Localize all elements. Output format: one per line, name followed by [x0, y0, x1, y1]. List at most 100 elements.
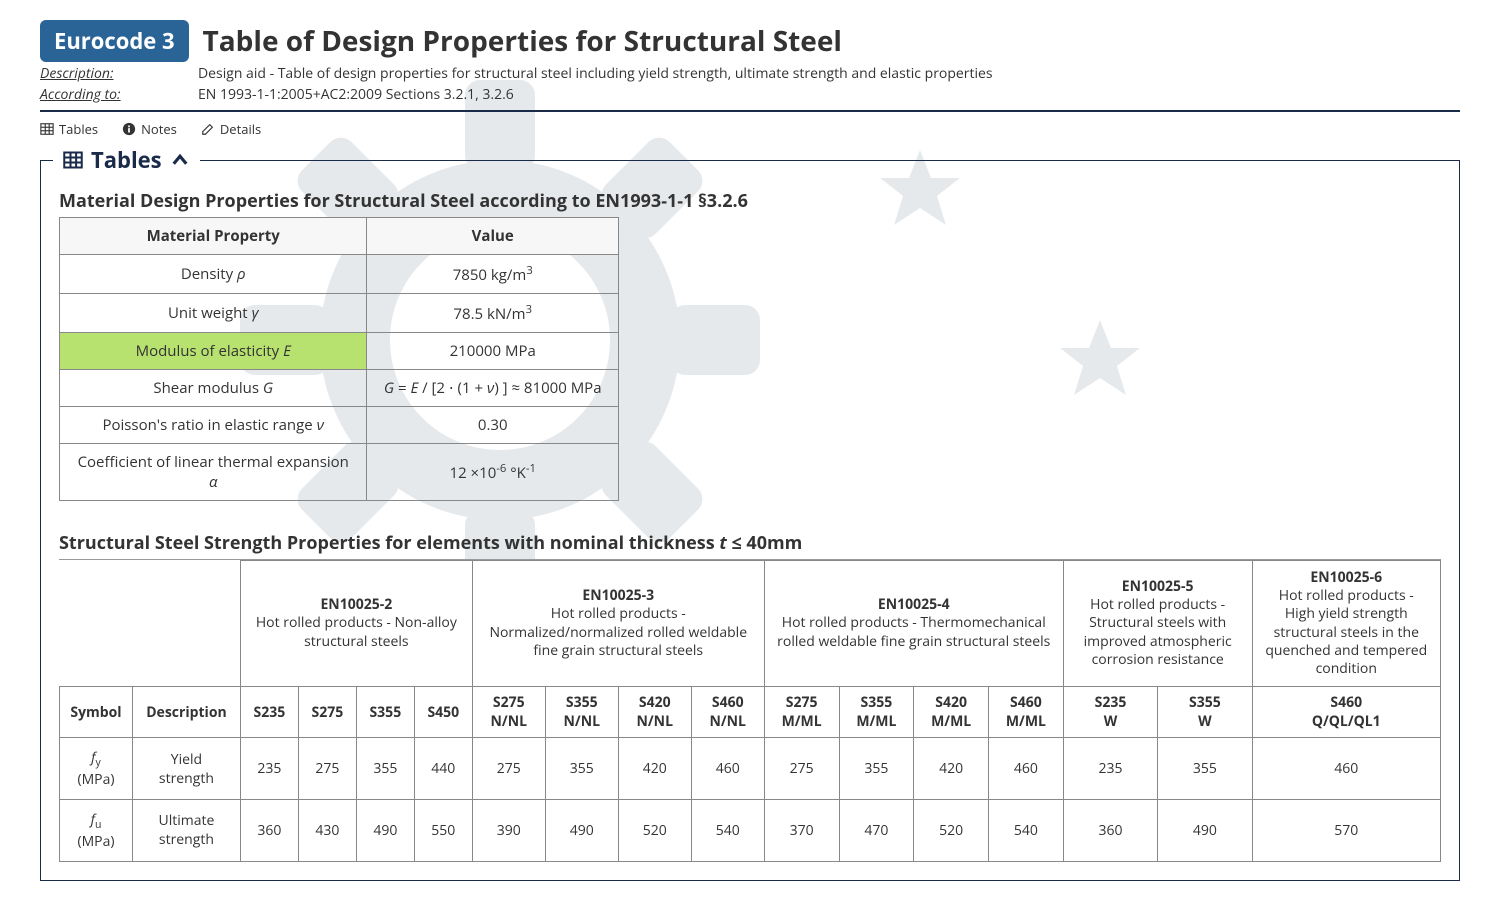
value-cell: 440	[414, 738, 472, 800]
value-cell: 490	[545, 799, 618, 861]
grade-header: S275	[298, 687, 356, 738]
value-cell: 12 ×10-6 °K-1	[367, 444, 619, 501]
value-cell: 355	[545, 738, 618, 800]
group-header: EN10025-2Hot rolled products - Non-alloy…	[240, 561, 472, 687]
table-row: Modulus of elasticity E210000 MPa	[60, 333, 619, 370]
value-cell: 470	[839, 799, 914, 861]
value-cell: 7850 kg/m3	[367, 255, 619, 294]
value-cell: 210000 MPa	[367, 333, 619, 370]
value-cell: 520	[914, 799, 989, 861]
col-description: Description	[132, 687, 240, 738]
material-table-heading: Material Design Properties for Structura…	[59, 189, 1441, 213]
value-cell: 390	[472, 799, 545, 861]
nav-tabs: Tables Notes Details	[40, 120, 1460, 138]
property-cell: Shear modulus G	[60, 370, 367, 407]
tables-section-legend[interactable]: Tables	[53, 145, 200, 175]
value-cell: 275	[472, 738, 545, 800]
property-cell: Coefficient of linear thermal expansion …	[60, 444, 367, 501]
according-to-label: According to:	[40, 85, 198, 104]
strength-properties-table: EN10025-2Hot rolled products - Non-alloy…	[59, 560, 1441, 862]
table-row: fu (MPa)Ultimate strength360430490550390…	[60, 799, 1441, 861]
table-row: Shear modulus GG = E / [2 ⋅ (1 + ν) ] ≈ …	[60, 370, 619, 407]
value-cell: 570	[1252, 799, 1440, 861]
value-cell: G = E / [2 ⋅ (1 + ν) ] ≈ 81000 MPa	[367, 370, 619, 407]
header-divider	[40, 110, 1460, 112]
value-cell: 460	[691, 738, 764, 800]
property-cell: Unit weight γ	[60, 294, 367, 333]
description-cell: Ultimate strength	[132, 799, 240, 861]
grade-header: S420M/ML	[914, 687, 989, 738]
grade-header: S450	[414, 687, 472, 738]
value-cell: 370	[764, 799, 839, 861]
tables-section-title: Tables	[91, 145, 162, 175]
group-header: EN10025-4Hot rolled products - Thermomec…	[764, 561, 1063, 687]
grade-header: S235W	[1063, 687, 1157, 738]
tab-details-label: Details	[220, 120, 261, 138]
page-title: Table of Design Properties for Structura…	[203, 22, 842, 60]
tables-section: Tables Material Design Properties for St…	[40, 160, 1460, 881]
grade-header: S355N/NL	[545, 687, 618, 738]
value-cell: 78.5 kN/m3	[367, 294, 619, 333]
value-cell: 235	[1063, 738, 1157, 800]
tab-tables[interactable]: Tables	[40, 120, 98, 138]
table-icon	[63, 150, 83, 170]
value-cell: 275	[298, 738, 356, 800]
property-cell: Modulus of elasticity E	[60, 333, 367, 370]
value-cell: 360	[1063, 799, 1157, 861]
grade-header: S420N/NL	[618, 687, 691, 738]
grade-header: S355W	[1158, 687, 1252, 738]
tab-notes-label: Notes	[141, 120, 177, 138]
table-icon	[40, 122, 54, 136]
group-header: EN10025-3Hot rolled products - Normalize…	[472, 561, 764, 687]
value-cell: 0.30	[367, 407, 619, 444]
col-symbol: Symbol	[60, 687, 133, 738]
tab-notes[interactable]: Notes	[122, 120, 177, 138]
value-cell: 540	[691, 799, 764, 861]
description-label: Description:	[40, 64, 198, 83]
value-cell: 430	[298, 799, 356, 861]
value-cell: 460	[989, 738, 1064, 800]
grade-header: S235	[240, 687, 298, 738]
value-cell: 550	[414, 799, 472, 861]
symbol-cell: fy (MPa)	[60, 738, 133, 800]
value-cell: 355	[839, 738, 914, 800]
grade-header: S460Q/QL/QL1	[1252, 687, 1440, 738]
grade-header: S275N/NL	[472, 687, 545, 738]
eurocode-badge: Eurocode 3	[40, 20, 189, 62]
symbol-cell: fu (MPa)	[60, 799, 133, 861]
value-cell: 490	[1158, 799, 1252, 861]
header-blank	[60, 561, 241, 687]
table-row: fy (MPa)Yield strength235275355440275355…	[60, 738, 1441, 800]
value-cell: 275	[764, 738, 839, 800]
value-cell: 355	[1158, 738, 1252, 800]
table-row: Unit weight γ78.5 kN/m3	[60, 294, 619, 333]
group-header: EN10025-6Hot rolled products - High yiel…	[1252, 561, 1440, 687]
table-row: Density ρ7850 kg/m3	[60, 255, 619, 294]
strength-table-scroll[interactable]: EN10025-2Hot rolled products - Non-alloy…	[59, 560, 1441, 862]
value-cell: 355	[356, 738, 414, 800]
grade-header: S460N/NL	[691, 687, 764, 738]
value-cell: 420	[618, 738, 691, 800]
according-to-value: EN 1993-1-1:2005+AC2:2009 Sections 3.2.1…	[198, 85, 514, 104]
value-cell: 520	[618, 799, 691, 861]
grade-header: S460M/ML	[989, 687, 1064, 738]
property-cell: Poisson's ratio in elastic range ν	[60, 407, 367, 444]
value-cell: 420	[914, 738, 989, 800]
description-value: Design aid - Table of design properties …	[198, 64, 993, 83]
value-cell: 490	[356, 799, 414, 861]
grade-header: S355	[356, 687, 414, 738]
value-cell: 235	[240, 738, 298, 800]
tab-details[interactable]: Details	[201, 120, 261, 138]
material-properties-table: Material Property Value Density ρ7850 kg…	[59, 217, 619, 501]
chevron-up-icon	[170, 150, 190, 170]
property-cell: Density ρ	[60, 255, 367, 294]
value-cell: 460	[1252, 738, 1440, 800]
edit-icon	[201, 122, 215, 136]
grade-header: S275M/ML	[764, 687, 839, 738]
group-header: EN10025-5Hot rolled products - Structura…	[1063, 561, 1252, 687]
table-row: Coefficient of linear thermal expansion …	[60, 444, 619, 501]
info-icon	[122, 122, 136, 136]
col-property: Material Property	[60, 218, 367, 255]
value-cell: 360	[240, 799, 298, 861]
value-cell: 540	[989, 799, 1064, 861]
